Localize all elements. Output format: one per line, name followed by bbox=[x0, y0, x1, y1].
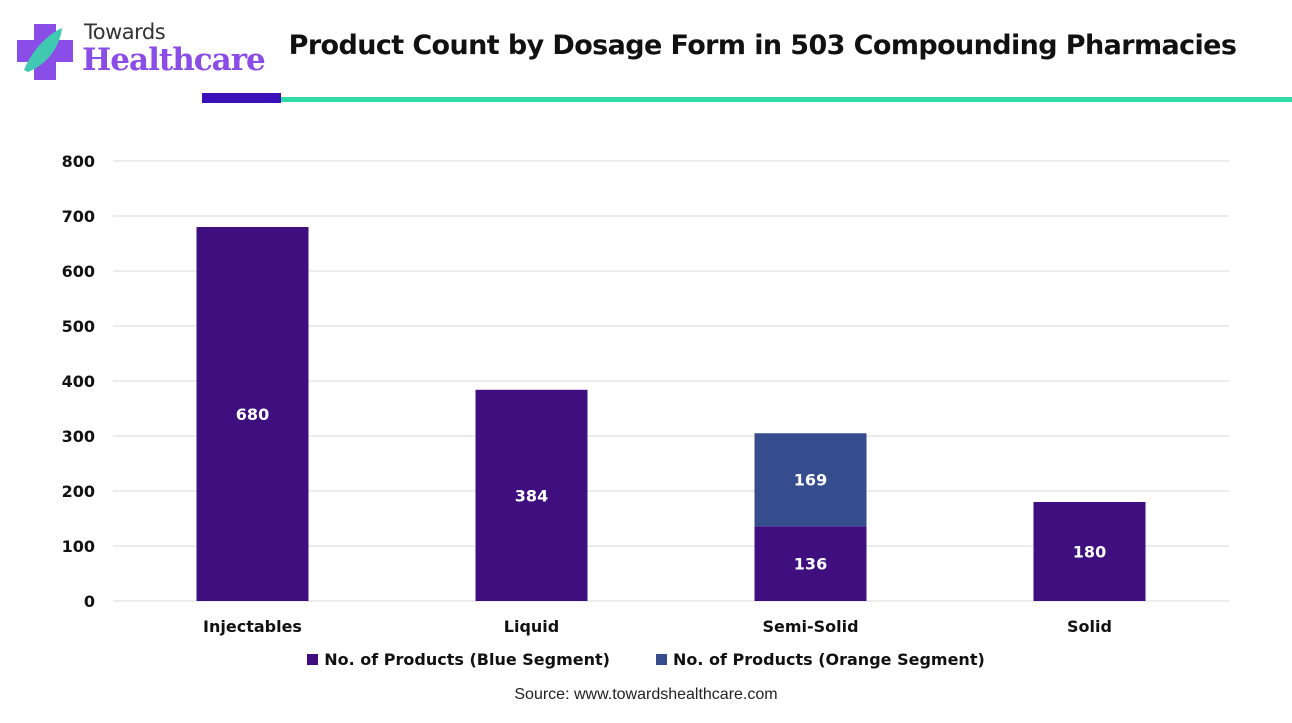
legend-label: No. of Products (Blue Segment) bbox=[324, 650, 610, 669]
y-axis-ticks: 0 100 200 300 400 500 600 700 800 bbox=[62, 152, 95, 611]
brand-logo: Towards Healthcare bbox=[14, 18, 266, 88]
legend-swatch bbox=[307, 654, 319, 665]
bar-solid-series1 bbox=[1033, 502, 1146, 601]
y-tick-label: 100 bbox=[62, 537, 95, 556]
legend: No. of Products (Blue Segment) No. of Pr… bbox=[0, 650, 1292, 669]
y-tick-label: 700 bbox=[62, 207, 95, 226]
header-accent-dark bbox=[202, 93, 281, 103]
y-tick-label: 300 bbox=[62, 427, 95, 446]
data-label: 169 bbox=[794, 471, 827, 490]
bar-semi-solid-series1 bbox=[754, 526, 867, 601]
y-tick-label: 800 bbox=[62, 152, 95, 171]
y-tick-label: 500 bbox=[62, 317, 95, 336]
legend-item-series2: No. of Products (Orange Segment) bbox=[655, 650, 985, 669]
source-note: Source: www.towardshealthcare.com bbox=[514, 686, 778, 703]
x-axis-ticks: Injectables Liquid Semi-Solid Solid bbox=[203, 617, 1112, 636]
legend-item-series1: No. of Products (Blue Segment) bbox=[307, 650, 610, 669]
medical-cross-leaf-icon bbox=[17, 24, 73, 80]
bar-semi-solid-series2 bbox=[754, 433, 867, 527]
x-tick-label: Injectables bbox=[203, 617, 302, 636]
data-label: 680 bbox=[236, 405, 269, 424]
header-accent-teal bbox=[281, 97, 1292, 102]
y-tick-label: 0 bbox=[84, 592, 95, 611]
data-label: 136 bbox=[794, 555, 827, 574]
brand-line2: Healthcare bbox=[82, 42, 266, 78]
y-tick-label: 400 bbox=[62, 372, 95, 391]
legend-swatch bbox=[655, 654, 667, 665]
legend-label: No. of Products (Orange Segment) bbox=[672, 650, 985, 669]
x-tick-label: Solid bbox=[1067, 617, 1112, 636]
y-tick-label: 200 bbox=[62, 482, 95, 501]
data-label: 180 bbox=[1073, 543, 1106, 562]
x-tick-label: Liquid bbox=[504, 617, 559, 636]
bar-injectables-series1 bbox=[196, 227, 309, 601]
brand-line1: Towards bbox=[84, 20, 166, 44]
data-label: 384 bbox=[515, 486, 548, 505]
y-tick-label: 600 bbox=[62, 262, 95, 281]
bars: 680 384 136 169 180 bbox=[196, 227, 1146, 601]
bar-liquid-series1 bbox=[475, 389, 588, 601]
chart-title: Product Count by Dosage Form in 503 Comp… bbox=[288, 30, 1237, 61]
x-tick-label: Semi-Solid bbox=[762, 617, 858, 636]
